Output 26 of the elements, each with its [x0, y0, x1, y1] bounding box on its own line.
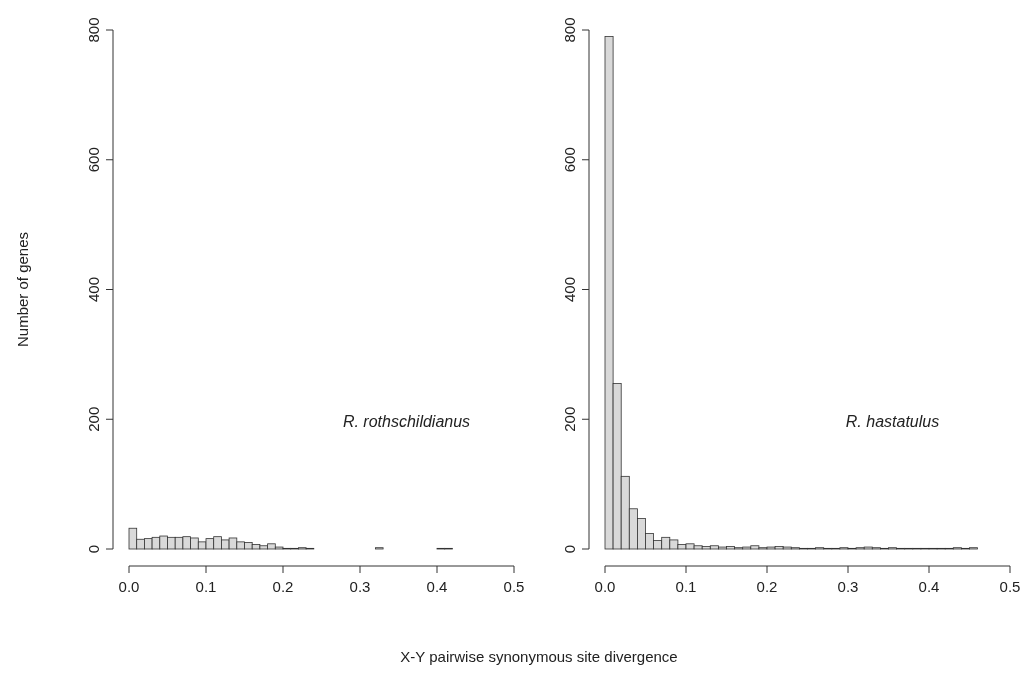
y-tick-label: 200 [561, 406, 578, 432]
annotation: R. hastatulus [845, 413, 940, 430]
x-tick-label: 0.2 [756, 578, 778, 595]
x-axis-title: X-Y pairwise synonymous site divergence [400, 648, 678, 665]
x-tick-label: 0.5 [999, 578, 1021, 595]
x-tick-label: 0.0 [594, 578, 616, 595]
y-tick-label: 200 [85, 406, 102, 432]
x-tick-label: 0.2 [272, 578, 294, 595]
y-tick-label: 400 [561, 276, 578, 303]
x-tick-label: 0.1 [675, 578, 697, 595]
x-tick-label: 0.3 [349, 578, 371, 595]
x-tick-label: 0.1 [195, 578, 217, 595]
x-tick-label: 0.0 [118, 578, 140, 595]
x-tick-label: 0.4 [918, 578, 940, 595]
y-tick-label: 600 [85, 147, 102, 173]
x-tick-label: 0.3 [837, 578, 859, 595]
y-tick-label: 0 [561, 544, 578, 554]
y-tick-label: 600 [561, 147, 578, 173]
y-tick-label: 0 [85, 544, 102, 554]
y-tick-label: 800 [85, 17, 102, 43]
x-tick-label: 0.5 [503, 578, 525, 595]
y-axis-title: Number of genes [14, 231, 31, 348]
annotation: R. rothschildianus [342, 413, 471, 430]
x-tick-label: 0.4 [426, 578, 448, 595]
y-tick-label: 400 [85, 276, 102, 303]
y-tick-label: 800 [561, 17, 578, 43]
